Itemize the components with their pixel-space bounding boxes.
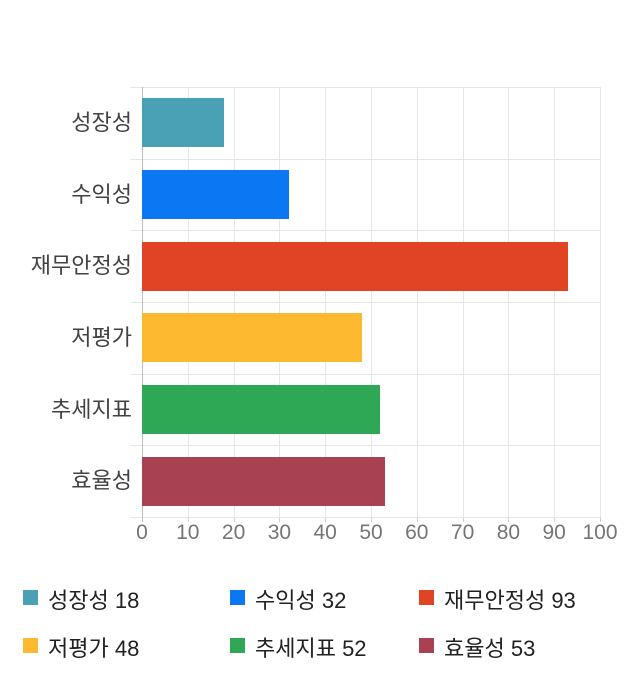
x-tick-label: 90 — [542, 521, 566, 544]
category-label: 추세지표 — [51, 396, 132, 422]
category-label: 수익성 — [71, 181, 132, 207]
legend-swatch-icon — [419, 638, 434, 653]
legend-swatch-icon — [230, 638, 245, 653]
x-tick-label: 50 — [359, 521, 383, 544]
legend-item-효율성: 효율성 53 — [419, 637, 535, 661]
horizontal-gridline — [130, 517, 600, 518]
legend-swatch-icon — [23, 590, 38, 605]
legend-label: 재무안정성 93 — [444, 588, 576, 613]
category-label: 성장성 — [71, 110, 132, 135]
bar-효율성 — [142, 456, 385, 506]
category-label: 효율성 — [71, 468, 132, 494]
bar-저평가 — [142, 313, 362, 363]
x-tick-label: 70 — [450, 521, 475, 544]
plot-area — [130, 87, 601, 522]
category-label: 저평가 — [71, 325, 132, 350]
legend-swatch-icon — [230, 590, 245, 605]
y-axis-line — [142, 87, 143, 522]
x-tick-label: 100 — [582, 521, 618, 544]
bar-추세지표 — [142, 385, 381, 434]
x-axis-tick-mark — [462, 517, 464, 522]
legend-label: 저평가 48 — [48, 636, 140, 661]
x-tick-label: 60 — [405, 521, 429, 544]
legend-item-재무안정성: 재무안정성 93 — [419, 589, 576, 613]
x-axis-tick-labels: 0 10 20 30 40 50 60 70 80 90 100 — [136, 521, 617, 545]
horizontal-gridline — [130, 302, 600, 303]
x-tick-label: 20 — [221, 521, 246, 544]
x-tick-label: 10 — [176, 521, 200, 544]
x-axis-tick-mark — [279, 517, 281, 522]
x-axis-tick-mark — [233, 517, 235, 522]
x-axis-tick-mark — [325, 517, 327, 522]
bar-수익성 — [142, 170, 289, 219]
legend-label: 효율성 53 — [444, 636, 536, 661]
x-tick-label: 0 — [136, 521, 148, 544]
legend-item-추세지표: 추세지표 52 — [230, 637, 367, 661]
legend-label: 성장성 18 — [48, 588, 140, 613]
legend-swatch-icon — [23, 638, 38, 653]
legend-label: 추세지표 52 — [255, 636, 367, 661]
x-axis-tick-mark — [600, 517, 601, 522]
legend-item-저평가: 저평가 48 — [23, 637, 139, 661]
horizontal-gridline — [130, 87, 600, 88]
vertical-gridline — [600, 87, 601, 517]
x-axis-tick-mark — [187, 517, 189, 522]
horizontal-gridline — [130, 230, 600, 232]
legend-label: 수익성 32 — [255, 588, 347, 613]
x-axis-tick-mark — [508, 517, 510, 522]
horizontal-gridline — [130, 445, 600, 447]
legend-item-성장성: 성장성 18 — [23, 589, 139, 613]
legend-item-수익성: 수익성 32 — [230, 589, 346, 613]
bar-재무안정성 — [142, 241, 568, 291]
x-tick-label: 40 — [313, 521, 337, 544]
legend-swatch-icon — [419, 590, 434, 605]
x-tick-label: 80 — [496, 521, 521, 544]
horizontal-gridline — [130, 373, 600, 375]
category-label: 재무안정성 — [30, 253, 132, 279]
bar-성장성 — [142, 98, 225, 148]
x-axis-tick-mark — [371, 517, 372, 522]
horizontal-gridline — [130, 158, 600, 160]
x-axis-tick-mark — [416, 517, 418, 522]
x-axis-tick-mark — [554, 517, 556, 522]
x-tick-label: 30 — [267, 521, 292, 544]
